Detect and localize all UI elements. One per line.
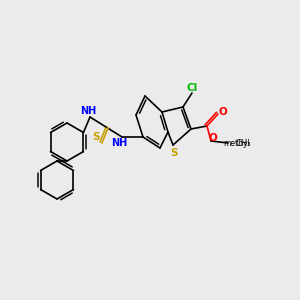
Text: O: O (208, 133, 217, 143)
Text: O: O (219, 107, 227, 117)
Text: NH: NH (111, 138, 127, 148)
Text: Cl: Cl (186, 83, 198, 93)
Text: S: S (170, 148, 178, 158)
Text: CH₃: CH₃ (235, 139, 250, 148)
Text: NH: NH (80, 106, 96, 116)
Text: methyl: methyl (224, 139, 250, 148)
Text: S: S (92, 132, 100, 142)
